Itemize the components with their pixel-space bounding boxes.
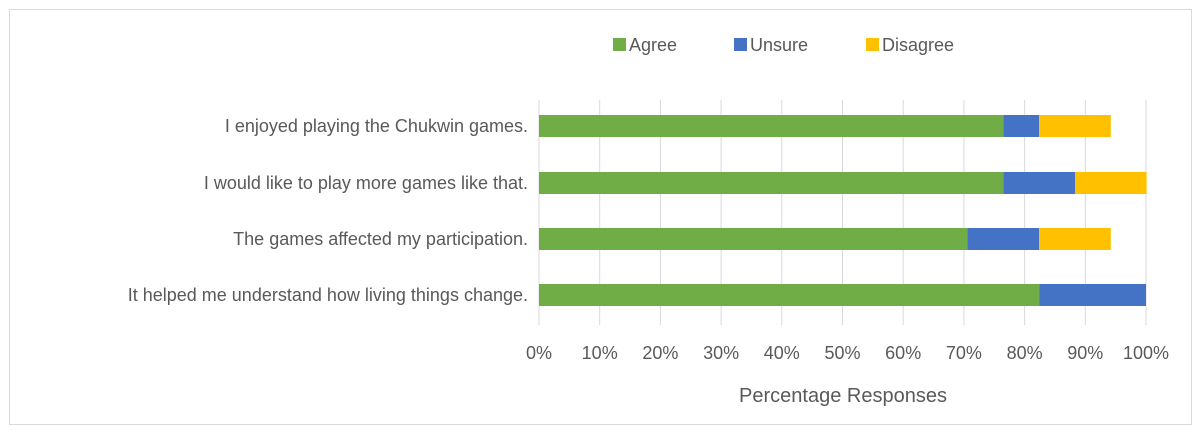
x-tick-label: 60%: [885, 343, 921, 363]
x-tick-label: 30%: [703, 343, 739, 363]
bar-unsure: [967, 228, 1040, 250]
chart-frame: [9, 9, 1192, 425]
legend-swatch: [734, 38, 747, 51]
category-label: I enjoyed playing the Chukwin games.: [225, 116, 528, 136]
bar-agree: [539, 284, 1040, 306]
bar-disagree: [1039, 228, 1111, 250]
x-axis-label: Percentage Responses: [739, 385, 947, 407]
bars: [539, 115, 1147, 306]
legend-label: Unsure: [750, 35, 808, 55]
x-tick-label: 90%: [1067, 343, 1103, 363]
bar-unsure: [1003, 172, 1075, 194]
legend-swatch: [613, 38, 626, 51]
category-labels: I enjoyed playing the Chukwin games. I wo…: [128, 116, 528, 305]
legend-swatch: [866, 38, 879, 51]
x-tick-label: 100%: [1123, 343, 1169, 363]
bar-agree: [539, 172, 1004, 194]
bar-agree: [539, 115, 1004, 137]
bar-unsure: [1039, 284, 1146, 306]
bar-agree: [539, 228, 968, 250]
category-label: I would like to play more games like tha…: [204, 173, 528, 193]
bar-disagree: [1039, 115, 1111, 137]
x-tick-label: 10%: [582, 343, 618, 363]
x-tick-labels: 0% 10% 20% 30% 40% 50% 60% 70% 80% 90% 100%: [526, 343, 1169, 363]
legend-label: Disagree: [882, 35, 954, 55]
x-tick-label: 20%: [642, 343, 678, 363]
bar-unsure: [1003, 115, 1040, 137]
x-tick-label: 70%: [946, 343, 982, 363]
legend: Agree Unsure Disagree: [613, 35, 954, 55]
x-tick-label: 0%: [526, 343, 552, 363]
bar-disagree: [1074, 172, 1147, 194]
x-tick-label: 50%: [824, 343, 860, 363]
legend-label: Agree: [629, 35, 677, 55]
category-label: The games affected my participation.: [233, 229, 528, 249]
category-label: It helped me understand how living thing…: [128, 285, 528, 305]
x-tick-label: 80%: [1007, 343, 1043, 363]
x-tick-label: 40%: [764, 343, 800, 363]
